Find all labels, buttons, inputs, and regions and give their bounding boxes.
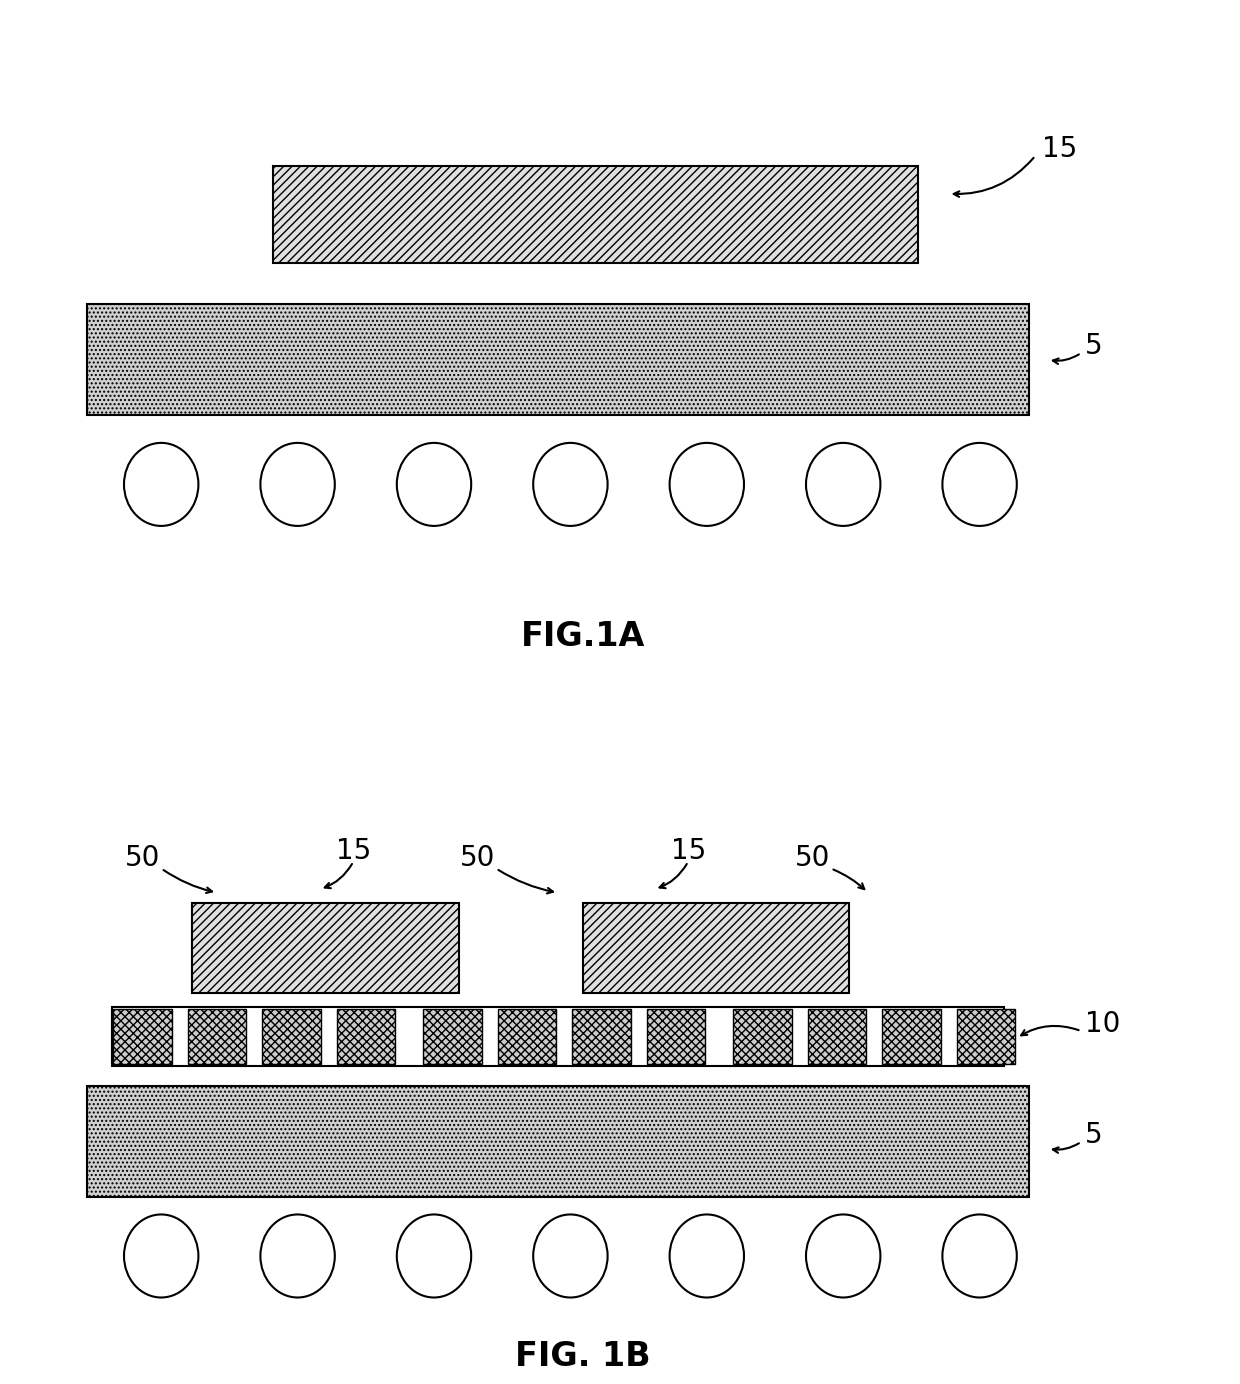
Ellipse shape — [124, 443, 198, 526]
Text: 50: 50 — [795, 844, 830, 872]
Bar — [734, 1009, 792, 1063]
Text: 15: 15 — [1042, 134, 1076, 163]
Bar — [583, 904, 849, 994]
Ellipse shape — [397, 443, 471, 526]
Ellipse shape — [260, 1215, 335, 1298]
Bar — [114, 1009, 171, 1063]
Bar — [192, 904, 459, 994]
Ellipse shape — [533, 443, 608, 526]
Text: 50: 50 — [460, 844, 495, 872]
Ellipse shape — [670, 1215, 744, 1298]
Ellipse shape — [806, 443, 880, 526]
Text: 10: 10 — [1085, 1010, 1121, 1038]
Bar — [883, 1009, 941, 1063]
Bar — [188, 1009, 246, 1063]
Ellipse shape — [806, 1215, 880, 1298]
Bar — [336, 1009, 394, 1063]
Text: FIG.1A: FIG.1A — [521, 620, 645, 653]
Bar — [423, 1009, 481, 1063]
Ellipse shape — [942, 443, 1017, 526]
Ellipse shape — [942, 1215, 1017, 1298]
Bar — [497, 1009, 556, 1063]
Ellipse shape — [670, 443, 744, 526]
Bar — [87, 1086, 1029, 1197]
Bar — [112, 1008, 1004, 1066]
Ellipse shape — [260, 443, 335, 526]
Bar — [957, 1009, 1016, 1063]
Text: 5: 5 — [1085, 332, 1102, 360]
Ellipse shape — [397, 1215, 471, 1298]
Bar — [273, 166, 918, 263]
Text: 5: 5 — [1085, 1121, 1102, 1149]
Bar — [808, 1009, 867, 1063]
Text: 50: 50 — [125, 844, 160, 872]
Bar — [647, 1009, 706, 1063]
Text: 15: 15 — [336, 837, 371, 865]
Bar — [263, 1009, 320, 1063]
Bar — [572, 1009, 630, 1063]
Text: FIG. 1B: FIG. 1B — [515, 1340, 651, 1373]
Bar — [87, 304, 1029, 415]
Ellipse shape — [124, 1215, 198, 1298]
Ellipse shape — [533, 1215, 608, 1298]
Text: 15: 15 — [671, 837, 706, 865]
